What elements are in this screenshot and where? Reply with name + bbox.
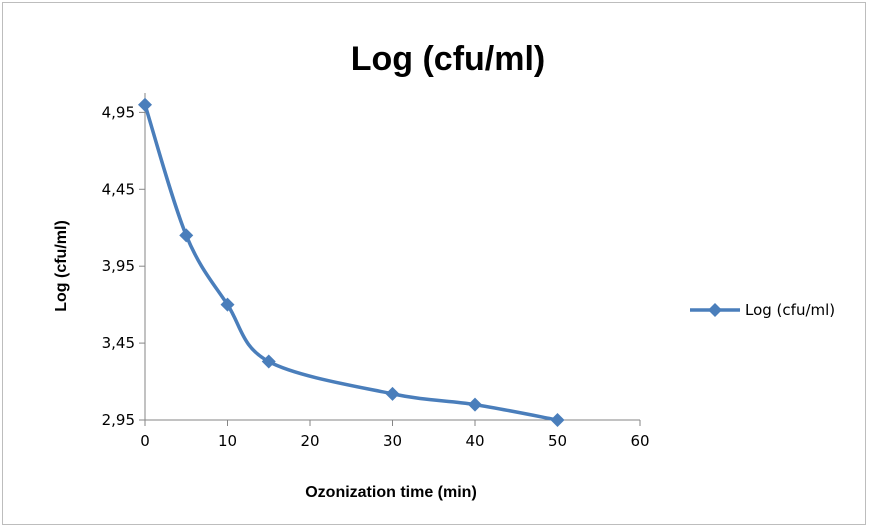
legend: Log (cfu/ml) [690, 301, 835, 319]
series-line [143, 102, 560, 422]
y-tick-label: 3,45 [102, 334, 135, 352]
x-axis-title: Ozonization time (min) [305, 484, 477, 501]
data-point-marker [385, 386, 400, 401]
y-tick-label: 3,95 [102, 257, 135, 275]
x-tick-label: 40 [465, 432, 484, 450]
data-point-marker [138, 97, 152, 112]
legend-marker [708, 303, 722, 317]
x-tick-label: 60 [630, 432, 649, 450]
y-tick-label: 4,45 [102, 180, 135, 198]
data-point-marker [468, 397, 482, 412]
x-tick-label: 50 [548, 432, 567, 450]
data-point-marker [261, 354, 276, 369]
legend-label: Log (cfu/ml) [745, 301, 835, 319]
chart-axes: 2,95 3,45 3,95 4,45 4,95 0 10 20 30 40 50 60 [102, 93, 650, 450]
data-point-marker [220, 297, 235, 312]
x-tick-label: 20 [300, 432, 319, 450]
series-layer [138, 97, 565, 427]
data-point-marker [179, 228, 194, 243]
x-tick-label: 10 [218, 432, 237, 450]
chart-title: Log (cfu/ml) [351, 40, 546, 78]
data-point-marker [550, 413, 565, 427]
y-axis-title: Log (cfu/ml) [53, 220, 70, 312]
y-tick-label: 4,95 [102, 103, 135, 121]
x-tick-label: 30 [383, 432, 402, 450]
x-tick-label: 0 [140, 432, 150, 450]
y-tick-label: 2,95 [102, 411, 135, 429]
